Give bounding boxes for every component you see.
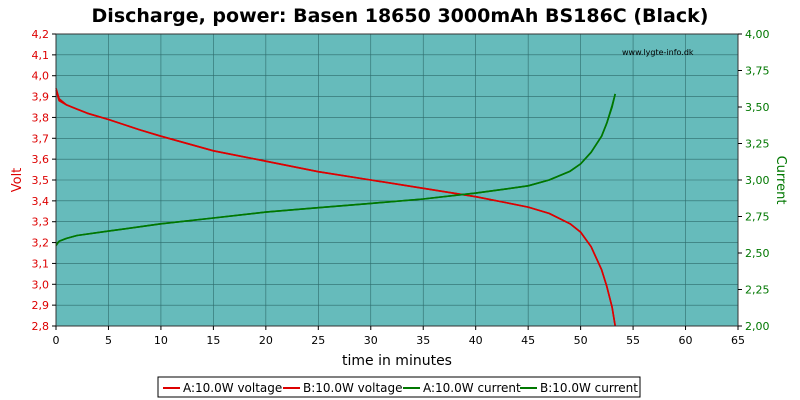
y-right-axis-ticks: 2,00 2,25 2,50 2,75 3,00 3,25 3,50 3,75 4,00 [738, 28, 770, 333]
legend-box [157, 376, 641, 398]
x-axis-label: time in minutes [342, 353, 452, 369]
y-left-tick-label: 3,2 [32, 237, 50, 250]
y-right-tick-label: 3,25 [745, 138, 770, 151]
x-tick-label: 35 [416, 334, 430, 347]
legend-label-a-current: A:10.0W current [423, 381, 521, 395]
y-left-tick-label: 4,1 [32, 49, 50, 62]
y-left-tick-label: 3,1 [32, 257, 50, 270]
y-left-tick-label: 4,2 [32, 28, 50, 41]
x-axis-ticks: 0 5 10 15 20 25 30 35 40 45 50 55 60 65 [53, 326, 745, 347]
y-left-tick-label: 3,5 [32, 174, 50, 187]
y-left-tick-label: 4,0 [32, 70, 50, 83]
x-tick-label: 55 [626, 334, 640, 347]
y-right-tick-label: 3,00 [745, 174, 770, 187]
x-tick-label: 20 [259, 334, 273, 347]
y-left-tick-label: 3,4 [32, 195, 50, 208]
chart-title: Discharge, power: Basen 18650 3000mAh BS… [92, 5, 709, 27]
y-right-tick-label: 3,50 [745, 101, 770, 114]
y-right-tick-label: 2,25 [745, 284, 770, 297]
watermark: www.lygte-info.dk [622, 48, 694, 57]
y-left-tick-label: 3,7 [32, 132, 50, 145]
y-left-tick-label: 3,0 [32, 278, 50, 291]
legend-label-b-current: B:10.0W current [540, 381, 638, 395]
x-tick-label: 65 [731, 334, 745, 347]
y-left-tick-label: 2,9 [32, 299, 50, 312]
y-left-axis-ticks: 2,8 2,9 3,0 3,1 3,2 3,3 3,4 3,5 3,6 3,7 3,8 3,9 4,0 4… [32, 28, 56, 333]
y-left-tick-label: 2,8 [32, 320, 50, 333]
series-layer [55, 87, 616, 327]
y-right-tick-label: 3,75 [745, 65, 770, 78]
x-tick-label: 15 [206, 334, 220, 347]
x-tick-label: 10 [154, 334, 168, 347]
x-tick-label: 60 [679, 334, 693, 347]
x-tick-label: 40 [469, 334, 483, 347]
series-line-b-10-0w-current [55, 93, 616, 245]
y-left-axis-label: Volt [10, 168, 25, 193]
y-right-tick-label: 2,75 [745, 211, 770, 224]
x-tick-label: 45 [521, 334, 535, 347]
y-left-tick-label: 3,9 [32, 91, 50, 104]
y-right-axis-label: Current [773, 156, 788, 205]
y-left-tick-label: 3,3 [32, 216, 50, 229]
y-right-tick-label: 2,00 [745, 320, 770, 333]
x-tick-label: 5 [105, 334, 112, 347]
legend-label-a-voltage: A:10.0W voltage [183, 381, 282, 395]
x-tick-label: 25 [311, 334, 325, 347]
x-tick-label: 50 [574, 334, 588, 347]
series-line-b-10-0w-voltage [55, 90, 616, 327]
x-tick-label: 0 [53, 334, 60, 347]
legend: A:10.0W voltage B:10.0W voltage A:10.0W … [157, 376, 641, 398]
y-right-tick-label: 2,50 [745, 247, 770, 260]
y-left-tick-label: 3,6 [32, 153, 50, 166]
y-right-tick-label: 4,00 [745, 28, 770, 41]
y-left-tick-label: 3,8 [32, 111, 50, 124]
legend-label-b-voltage: B:10.0W voltage [303, 381, 403, 395]
x-tick-label: 30 [364, 334, 378, 347]
